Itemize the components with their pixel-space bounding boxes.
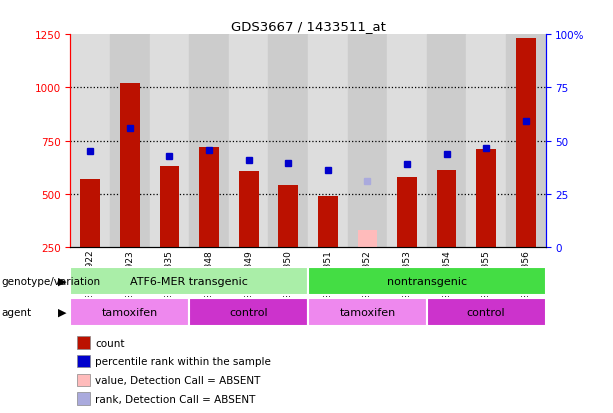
Bar [506,35,546,248]
Bar [516,39,536,248]
Text: ▶: ▶ [58,276,66,286]
Text: control: control [467,307,506,317]
Bar [70,35,110,248]
Bar [229,35,268,248]
Bar [278,185,298,248]
Bar [238,171,259,248]
Bar [308,267,546,295]
Text: ATF6-MER transgenic: ATF6-MER transgenic [131,276,248,286]
Bar [476,150,496,248]
Bar [110,35,150,248]
Bar [348,35,387,248]
Text: ▶: ▶ [58,307,66,317]
Bar [189,35,229,248]
Bar [189,298,308,326]
Bar [199,148,219,248]
Bar [427,298,546,326]
Text: genotype/variation: genotype/variation [1,276,101,286]
Text: agent: agent [1,307,31,317]
Bar [357,231,378,248]
Bar [466,35,506,248]
Bar [70,298,189,326]
Text: percentile rank within the sample: percentile rank within the sample [95,356,271,366]
Text: control: control [229,307,268,317]
Bar [70,267,308,295]
Bar [427,35,466,248]
Bar [150,35,189,248]
Title: GDS3667 / 1433511_at: GDS3667 / 1433511_at [230,19,386,33]
Bar [387,35,427,248]
Text: tamoxifen: tamoxifen [339,307,395,317]
Bar [318,197,338,248]
Bar [80,180,100,248]
Bar [397,178,417,248]
Text: tamoxifen: tamoxifen [102,307,158,317]
Text: nontransgenic: nontransgenic [387,276,467,286]
Text: rank, Detection Call = ABSENT: rank, Detection Call = ABSENT [95,394,256,404]
Bar [436,170,457,248]
Text: count: count [95,338,124,348]
Bar [308,35,348,248]
Bar [268,35,308,248]
Bar [120,84,140,248]
Bar [308,298,427,326]
Text: value, Detection Call = ABSENT: value, Detection Call = ABSENT [95,375,261,385]
Bar [159,167,180,248]
